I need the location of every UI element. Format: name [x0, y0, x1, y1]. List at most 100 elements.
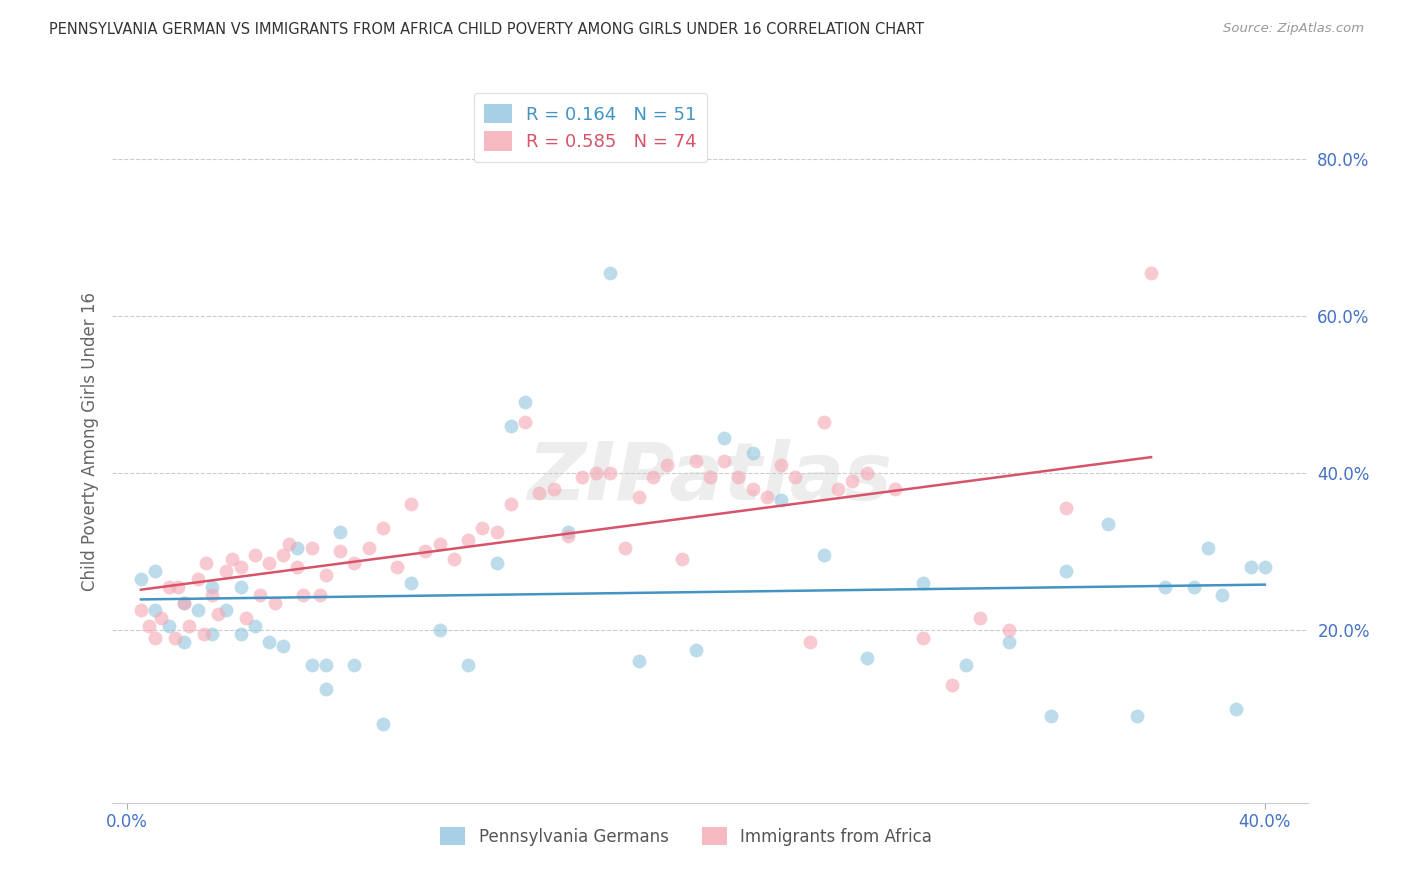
Point — [1240, 560, 1263, 574]
Point — [1097, 516, 1119, 531]
Point — [277, 536, 299, 550]
Point — [257, 635, 280, 649]
Point — [143, 564, 166, 578]
Point — [207, 607, 229, 622]
Point — [179, 619, 201, 633]
Point — [941, 678, 963, 692]
Point — [415, 544, 437, 558]
Text: PENNSYLVANIA GERMAN VS IMMIGRANTS FROM AFRICA CHILD POVERTY AMONG GIRLS UNDER 16: PENNSYLVANIA GERMAN VS IMMIGRANTS FROM A… — [49, 22, 924, 37]
Point — [627, 655, 650, 669]
Point — [129, 603, 152, 617]
Point — [229, 580, 252, 594]
Legend: Pennsylvania Germans, Immigrants from Africa: Pennsylvania Germans, Immigrants from Af… — [433, 821, 939, 852]
Point — [201, 588, 224, 602]
Point — [855, 650, 877, 665]
Point — [599, 466, 621, 480]
Point — [195, 556, 218, 570]
Point — [315, 658, 337, 673]
Point — [1254, 560, 1277, 574]
Point — [1040, 709, 1063, 723]
Point — [713, 431, 735, 445]
Point — [699, 470, 721, 484]
Point — [287, 560, 309, 574]
Point — [1140, 266, 1163, 280]
Point — [613, 541, 636, 555]
Point — [755, 490, 778, 504]
Point — [1154, 580, 1177, 594]
Point — [315, 681, 337, 696]
Text: Source: ZipAtlas.com: Source: ZipAtlas.com — [1223, 22, 1364, 36]
Point — [643, 470, 665, 484]
Point — [243, 619, 266, 633]
Point — [157, 619, 180, 633]
Point — [357, 541, 380, 555]
Point — [129, 572, 152, 586]
Point — [401, 497, 423, 511]
Point — [263, 595, 285, 609]
Point — [315, 568, 337, 582]
Point — [912, 575, 935, 590]
Point — [292, 588, 315, 602]
Point — [329, 524, 352, 539]
Point — [671, 552, 693, 566]
Point — [149, 611, 172, 625]
Point — [770, 458, 793, 472]
Point — [727, 470, 749, 484]
Point — [741, 446, 763, 460]
Point — [813, 549, 835, 563]
Point — [221, 552, 243, 566]
Point — [301, 658, 323, 673]
Point — [157, 580, 180, 594]
Text: ZIPatlas: ZIPatlas — [527, 439, 893, 516]
Point — [215, 564, 238, 578]
Point — [1225, 701, 1247, 715]
Point — [249, 588, 271, 602]
Point — [201, 627, 224, 641]
Y-axis label: Child Poverty Among Girls Under 16: Child Poverty Among Girls Under 16 — [80, 292, 98, 591]
Point — [385, 560, 408, 574]
Point — [485, 524, 508, 539]
Point — [271, 639, 294, 653]
Point — [499, 418, 522, 433]
Point — [309, 588, 332, 602]
Point — [1182, 580, 1205, 594]
Point — [457, 658, 479, 673]
Point — [229, 560, 252, 574]
Point — [770, 493, 793, 508]
Point — [343, 658, 366, 673]
Point — [193, 627, 215, 641]
Point — [585, 466, 607, 480]
Point — [785, 470, 807, 484]
Point — [955, 658, 977, 673]
Point — [143, 603, 166, 617]
Point — [271, 549, 294, 563]
Point — [813, 415, 835, 429]
Point — [401, 575, 423, 590]
Point — [513, 395, 536, 409]
Point — [243, 549, 266, 563]
Point — [557, 524, 579, 539]
Point — [855, 466, 877, 480]
Point — [429, 536, 451, 550]
Point — [173, 595, 195, 609]
Point — [657, 458, 679, 472]
Point — [165, 631, 187, 645]
Point — [173, 635, 195, 649]
Point — [371, 717, 394, 731]
Point — [685, 642, 707, 657]
Point — [1054, 501, 1077, 516]
Point — [998, 623, 1021, 637]
Point — [599, 266, 621, 280]
Point — [173, 595, 195, 609]
Point — [1211, 588, 1233, 602]
Point — [429, 623, 451, 637]
Point — [187, 603, 209, 617]
Point — [841, 474, 863, 488]
Point — [301, 541, 323, 555]
Point — [457, 533, 479, 547]
Point — [741, 482, 763, 496]
Point — [257, 556, 280, 570]
Point — [884, 482, 907, 496]
Point — [1126, 709, 1149, 723]
Point — [998, 635, 1021, 649]
